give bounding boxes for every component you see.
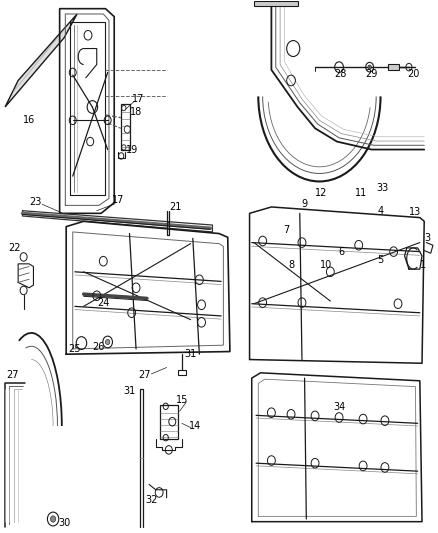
Text: 25: 25 [68,344,80,354]
Circle shape [50,516,56,522]
Circle shape [368,65,371,69]
Text: 24: 24 [97,297,110,308]
Text: 16: 16 [23,115,35,125]
Text: 15: 15 [176,395,188,406]
Text: 10: 10 [320,260,332,270]
Bar [254,1,297,6]
Text: 28: 28 [334,69,346,79]
Text: 27: 27 [138,370,151,381]
Bar [177,370,186,375]
Text: 22: 22 [8,243,21,253]
Text: 13: 13 [409,207,421,217]
Text: 7: 7 [283,225,290,236]
Text: 12: 12 [315,188,327,198]
Text: 9: 9 [301,199,307,209]
Text: 31: 31 [184,349,197,359]
Text: 23: 23 [29,197,42,207]
Text: 32: 32 [145,495,158,505]
Text: 29: 29 [365,69,377,79]
Text: 34: 34 [333,402,345,413]
Text: 1: 1 [420,260,427,270]
Text: 19: 19 [126,144,138,155]
Bar [121,104,131,150]
Text: 11: 11 [355,188,367,198]
Bar [389,64,399,70]
Text: 21: 21 [169,202,181,212]
Text: 20: 20 [407,69,420,79]
Text: 14: 14 [189,421,201,431]
Circle shape [106,340,110,345]
Text: 18: 18 [130,107,142,117]
Text: 8: 8 [288,261,294,270]
Text: 30: 30 [58,518,70,528]
Text: 26: 26 [93,342,105,352]
Text: 3: 3 [424,233,431,244]
Text: 6: 6 [338,247,344,256]
Text: 33: 33 [377,183,389,193]
Text: 17: 17 [132,94,145,104]
Text: 27: 27 [7,370,19,381]
Polygon shape [5,14,77,107]
Text: 4: 4 [378,206,384,216]
Bar [160,405,177,439]
Text: 5: 5 [378,255,384,265]
Text: 17: 17 [113,195,125,205]
Text: 31: 31 [124,386,136,397]
